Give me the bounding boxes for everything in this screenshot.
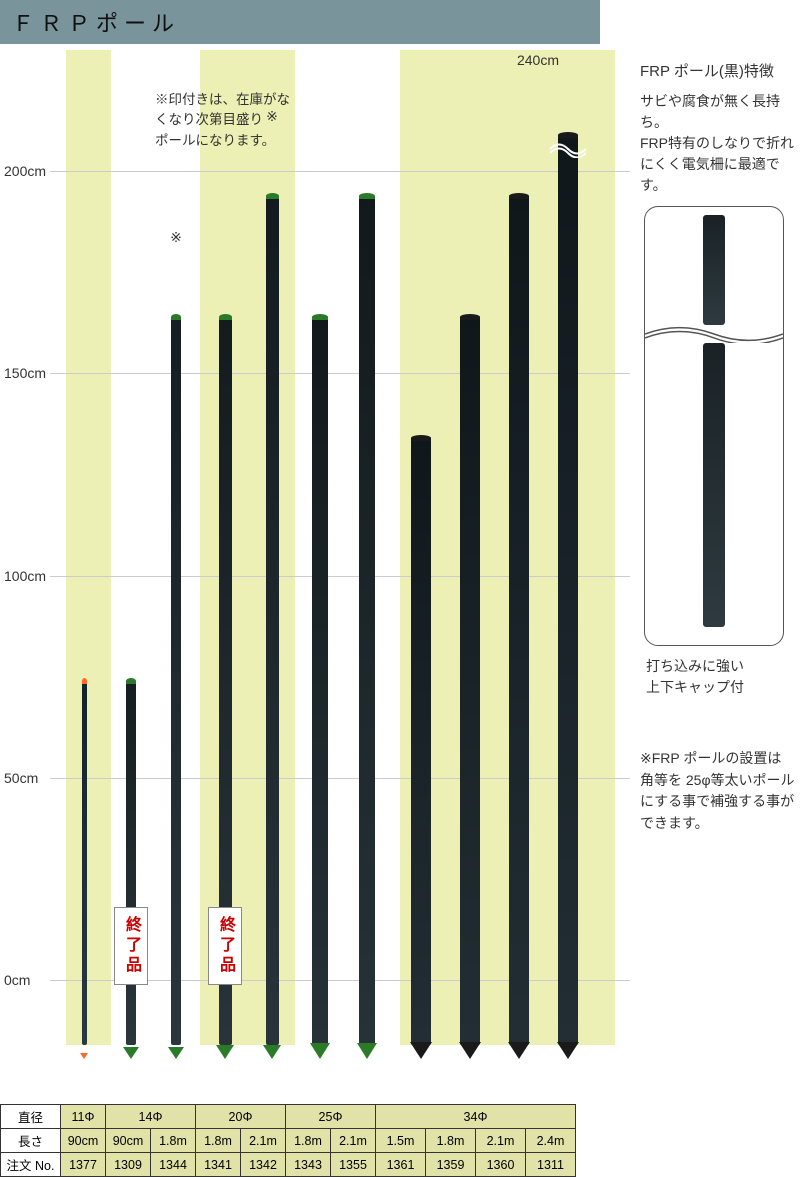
pole-tip-icon bbox=[557, 1042, 579, 1059]
table-cell: 2.4m bbox=[526, 1129, 576, 1153]
table-cell: 1343 bbox=[286, 1153, 331, 1177]
table-cell: 14Φ bbox=[106, 1105, 196, 1129]
table-cell: 1355 bbox=[331, 1153, 376, 1177]
pole-cap-icon bbox=[312, 314, 328, 320]
highlight-band bbox=[400, 50, 615, 1045]
pole-cap-icon bbox=[126, 678, 136, 684]
page-container: ＦＲＰポール 0cm50cm100cm150cm200cm※印付きは、在庫がなく… bbox=[0, 0, 800, 1177]
y-axis-label: 0cm bbox=[4, 972, 30, 988]
pole-cap-icon bbox=[82, 678, 87, 684]
page-title: ＦＲＰポール bbox=[0, 0, 600, 44]
gridline bbox=[50, 576, 630, 577]
detail-pole-top bbox=[703, 215, 725, 325]
row-header: 直径 bbox=[1, 1105, 61, 1129]
detail-pole-bottom bbox=[703, 343, 725, 627]
table-cell: 2.1m bbox=[331, 1129, 376, 1153]
pole bbox=[558, 135, 578, 1045]
side-footnote: ※FRP ポールの設置は角等を 25φ等太いポールにする事で補強する事ができます… bbox=[640, 748, 795, 835]
y-axis-label: 100cm bbox=[4, 568, 46, 584]
pole-cap-icon bbox=[558, 132, 578, 138]
pole-cap-icon bbox=[219, 314, 232, 320]
pole-cap-icon bbox=[266, 193, 279, 199]
highlight-band bbox=[66, 50, 111, 1045]
pole-tip-icon bbox=[357, 1043, 377, 1059]
highlight-band bbox=[200, 50, 295, 1045]
table-cell: 1309 bbox=[106, 1153, 151, 1177]
pole-cap-icon bbox=[359, 193, 375, 199]
row-header: 注文 No. bbox=[1, 1153, 61, 1177]
table-cell: 1.8m bbox=[286, 1129, 331, 1153]
pole bbox=[411, 438, 431, 1045]
pole-tip-icon bbox=[410, 1042, 432, 1059]
gridline bbox=[50, 373, 630, 374]
discontinued-label: 終了品 bbox=[114, 907, 148, 985]
spec-table: 直径11Φ14Φ20Φ25Φ34Φ長さ90cm90cm1.8m1.8m2.1m1… bbox=[0, 1104, 576, 1177]
pole-cap-icon bbox=[411, 435, 431, 441]
pole-tip-icon bbox=[459, 1042, 481, 1059]
table-cell: 90cm bbox=[61, 1129, 106, 1153]
pole-tip-icon bbox=[216, 1045, 234, 1059]
table-cell: 20Φ bbox=[196, 1105, 286, 1129]
pole-tip-icon bbox=[310, 1043, 330, 1059]
table-cell: 1.8m bbox=[196, 1129, 241, 1153]
table-cell: 1360 bbox=[476, 1153, 526, 1177]
pole-chart: 0cm50cm100cm150cm200cm※印付きは、在庫がなくなり次第目盛り… bbox=[0, 50, 630, 1110]
pole bbox=[171, 317, 181, 1045]
side-title: FRP ポール(黒)特徴 bbox=[640, 60, 795, 81]
pole-cap-icon bbox=[460, 314, 480, 320]
y-axis-label: 200cm bbox=[4, 163, 46, 179]
pole bbox=[460, 317, 480, 1045]
break-wave-icon bbox=[550, 140, 586, 158]
table-cell: 1341 bbox=[196, 1153, 241, 1177]
pole-tip-icon bbox=[80, 1053, 88, 1059]
discontinued-label: 終了品 bbox=[208, 907, 242, 985]
table-cell: 34Φ bbox=[376, 1105, 576, 1129]
detail-caption: 打ち込みに強い上下キャップ付 bbox=[646, 656, 795, 698]
table-cell: 1.8m bbox=[426, 1129, 476, 1153]
table-cell: 25Φ bbox=[286, 1105, 376, 1129]
pole-tip-icon bbox=[263, 1045, 281, 1059]
pole-tip-icon bbox=[168, 1047, 184, 1059]
break-wave-icon bbox=[645, 325, 783, 343]
table-cell: 1359 bbox=[426, 1153, 476, 1177]
pole bbox=[509, 196, 529, 1045]
row-header: 長さ bbox=[1, 1129, 61, 1153]
table-cell: 1344 bbox=[151, 1153, 196, 1177]
star-mark: ※ bbox=[266, 108, 278, 125]
side-panel: FRP ポール(黒)特徴 サビや腐食が無く長持ち。FRP特有のしなりで折れにくく… bbox=[640, 60, 795, 835]
table-cell: 2.1m bbox=[476, 1129, 526, 1153]
table-cell: 1342 bbox=[241, 1153, 286, 1177]
table-cell: 11Φ bbox=[61, 1105, 106, 1129]
table-cell: 1377 bbox=[61, 1153, 106, 1177]
side-description: サビや腐食が無く長持ち。FRP特有のしなりで折れにくく電気柵に最適です。 bbox=[640, 91, 795, 196]
table-cell: 2.1m bbox=[241, 1129, 286, 1153]
table-cell: 90cm bbox=[106, 1129, 151, 1153]
pole bbox=[359, 196, 375, 1045]
star-mark: ※ bbox=[170, 229, 182, 246]
pole bbox=[82, 681, 87, 1045]
table-cell: 1.5m bbox=[376, 1129, 426, 1153]
pole-cap-icon bbox=[171, 314, 181, 320]
table-cell: 1.8m bbox=[151, 1129, 196, 1153]
pole-tip-icon bbox=[123, 1047, 139, 1059]
pole bbox=[312, 317, 328, 1045]
y-axis-label: 150cm bbox=[4, 365, 46, 381]
table-cell: 1311 bbox=[526, 1153, 576, 1177]
pole bbox=[126, 681, 136, 1045]
pole-detail-illustration bbox=[644, 206, 784, 646]
pole-top-label: 240cm bbox=[517, 52, 559, 68]
gridline bbox=[50, 778, 630, 779]
y-axis-label: 50cm bbox=[4, 770, 38, 786]
pole-cap-icon bbox=[509, 193, 529, 199]
pole bbox=[266, 196, 279, 1045]
pole-tip-icon bbox=[508, 1042, 530, 1059]
table-cell: 1361 bbox=[376, 1153, 426, 1177]
gridline bbox=[50, 171, 630, 172]
